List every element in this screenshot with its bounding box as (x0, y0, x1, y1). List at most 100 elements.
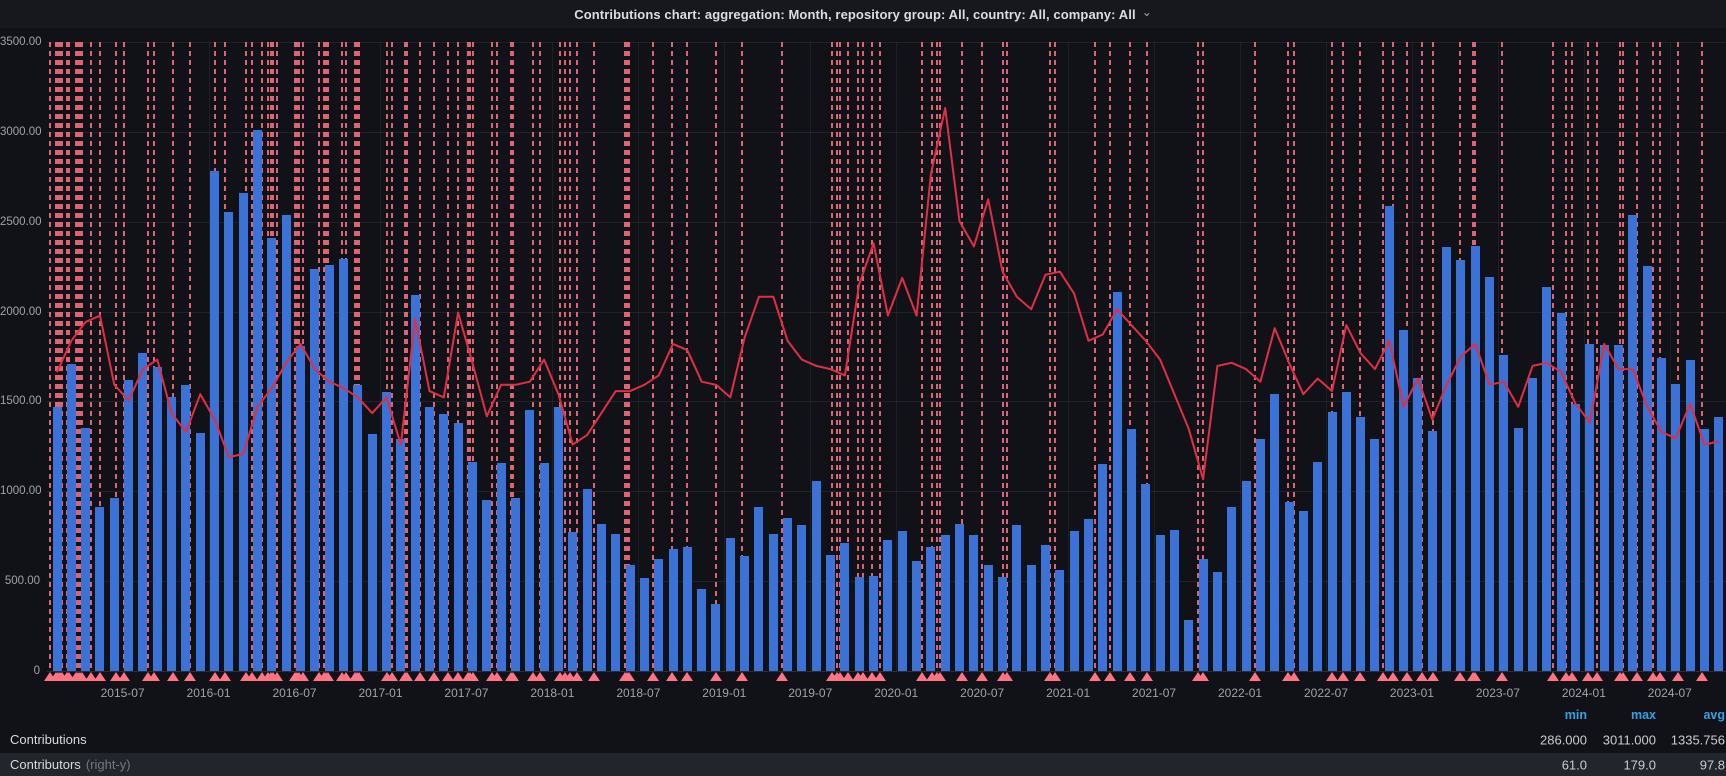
contributions-bar[interactable] (253, 129, 263, 671)
contributions-bar[interactable] (1599, 344, 1609, 671)
contributions-bar[interactable] (510, 498, 520, 671)
contributions-bar[interactable] (754, 507, 764, 671)
contributions-bar[interactable] (668, 548, 678, 671)
contributions-bar[interactable] (940, 535, 950, 671)
contributions-bar[interactable] (1384, 205, 1394, 671)
annotation-marker-icon[interactable] (1288, 672, 1300, 681)
annotation-marker-icon[interactable] (1647, 672, 1659, 681)
contributions-bar[interactable] (95, 506, 105, 671)
contributions-bar[interactable] (969, 535, 979, 671)
annotation-marker-icon[interactable] (623, 672, 635, 681)
annotation-marker-icon[interactable] (1001, 672, 1013, 681)
contributions-bar[interactable] (52, 406, 62, 671)
annotation-marker-icon[interactable] (76, 672, 88, 681)
annotation-marker-icon[interactable] (1416, 672, 1428, 681)
annotation-marker-icon[interactable] (1631, 672, 1643, 681)
contributions-bar[interactable] (1313, 461, 1323, 671)
annotation-marker-icon[interactable] (414, 672, 426, 681)
contributions-bar[interactable] (353, 385, 363, 671)
annotation-marker-icon[interactable] (1124, 672, 1136, 681)
annotation-marker-icon[interactable] (219, 672, 231, 681)
contributions-bar[interactable] (195, 432, 205, 671)
contributions-bar[interactable] (1456, 260, 1466, 671)
contributions-bar[interactable] (138, 352, 148, 671)
contributions-bar[interactable] (682, 546, 692, 671)
stat-header-avg[interactable]: avg (1703, 708, 1725, 722)
contributions-bar[interactable] (697, 589, 707, 671)
contributions-bar[interactable] (883, 539, 893, 671)
contributions-bar[interactable] (639, 577, 649, 671)
contributions-bar[interactable] (897, 530, 907, 671)
contributions-bar[interactable] (553, 406, 563, 671)
contributions-bar[interactable] (1427, 431, 1437, 671)
contributions-bar[interactable] (1155, 535, 1165, 671)
contributions-bar[interactable] (998, 576, 1007, 671)
contributions-bar[interactable] (840, 543, 850, 671)
contributions-bar[interactable] (296, 345, 306, 671)
contributions-bar[interactable] (496, 462, 506, 671)
annotation-marker-icon[interactable] (297, 672, 309, 681)
annotation-marker-icon[interactable] (1326, 672, 1338, 681)
contributions-bar[interactable] (1083, 519, 1093, 671)
annotation-marker-icon[interactable] (118, 672, 130, 681)
annotation-marker-icon[interactable] (1197, 672, 1209, 681)
contributions-bar[interactable] (1470, 245, 1480, 671)
contributions-bar[interactable] (1098, 464, 1108, 671)
contributions-bar[interactable] (912, 561, 922, 671)
contributions-bar[interactable] (1628, 214, 1638, 671)
contributions-bar[interactable] (1542, 287, 1552, 671)
annotation-marker-icon[interactable] (1354, 672, 1366, 681)
contributions-bar[interactable] (224, 211, 234, 671)
contributions-bar[interactable] (1341, 392, 1351, 671)
annotation-marker-icon[interactable] (1582, 672, 1594, 681)
annotation-marker-icon[interactable] (428, 672, 440, 681)
annotation-marker-icon[interactable] (736, 672, 748, 681)
annotation-marker-icon[interactable] (588, 672, 600, 681)
contributions-bar[interactable] (310, 269, 320, 671)
contributions-bar[interactable] (1284, 502, 1294, 671)
contributions-bar[interactable] (1012, 524, 1022, 671)
contributions-bar[interactable] (238, 192, 248, 671)
contributions-bar[interactable] (1241, 481, 1251, 671)
series-label-contributors[interactable]: Contributors (10, 757, 81, 772)
annotation-marker-icon[interactable] (85, 672, 97, 681)
annotation-marker-icon[interactable] (386, 672, 398, 681)
contributions-bar[interactable] (1356, 416, 1366, 671)
annotation-marker-icon[interactable] (209, 672, 221, 681)
annotation-marker-icon[interactable] (834, 672, 846, 681)
contributions-bar[interactable] (525, 409, 535, 671)
contributions-bar[interactable] (611, 533, 621, 671)
contributions-bar[interactable] (869, 575, 879, 671)
stat-header-min[interactable]: min (1564, 708, 1587, 722)
annotation-marker-icon[interactable] (1566, 672, 1578, 681)
annotation-marker-icon[interactable] (340, 672, 352, 681)
annotation-marker-icon[interactable] (916, 672, 928, 681)
contributions-bar[interactable] (654, 558, 664, 671)
annotation-marker-icon[interactable] (1387, 672, 1399, 681)
contributions-bar[interactable] (1499, 354, 1509, 671)
stat-header-max[interactable]: max (1630, 708, 1656, 722)
contributions-bar[interactable] (1614, 344, 1624, 671)
annotation-marker-icon[interactable] (666, 672, 678, 681)
contributions-bar[interactable] (424, 406, 434, 671)
contributions-bar[interactable] (1571, 404, 1581, 671)
contributions-bar[interactable] (1714, 416, 1724, 671)
contributions-bar[interactable] (596, 523, 606, 671)
contributions-bar[interactable] (1169, 529, 1179, 671)
contributions-bar[interactable] (396, 439, 406, 671)
contributions-bar[interactable] (124, 379, 134, 671)
contributions-bar[interactable] (1026, 564, 1036, 671)
annotation-marker-icon[interactable] (491, 672, 503, 681)
annotation-marker-icon[interactable] (94, 672, 106, 681)
annotation-marker-icon[interactable] (271, 672, 283, 681)
annotation-marker-icon[interactable] (1337, 672, 1349, 681)
contributions-bar[interactable] (1671, 384, 1681, 671)
annotation-marker-icon[interactable] (571, 672, 583, 681)
contributions-bar[interactable] (1270, 394, 1280, 671)
annotation-marker-icon[interactable] (148, 672, 160, 681)
contributions-bar[interactable] (1642, 265, 1652, 671)
annotation-marker-icon[interactable] (1469, 672, 1481, 681)
legend-row-contributions[interactable]: Contributions 286.000 3011.000 1335.756 (0, 726, 1726, 753)
contributions-bar[interactable] (1528, 378, 1538, 671)
contributions-bar[interactable] (1399, 329, 1409, 671)
